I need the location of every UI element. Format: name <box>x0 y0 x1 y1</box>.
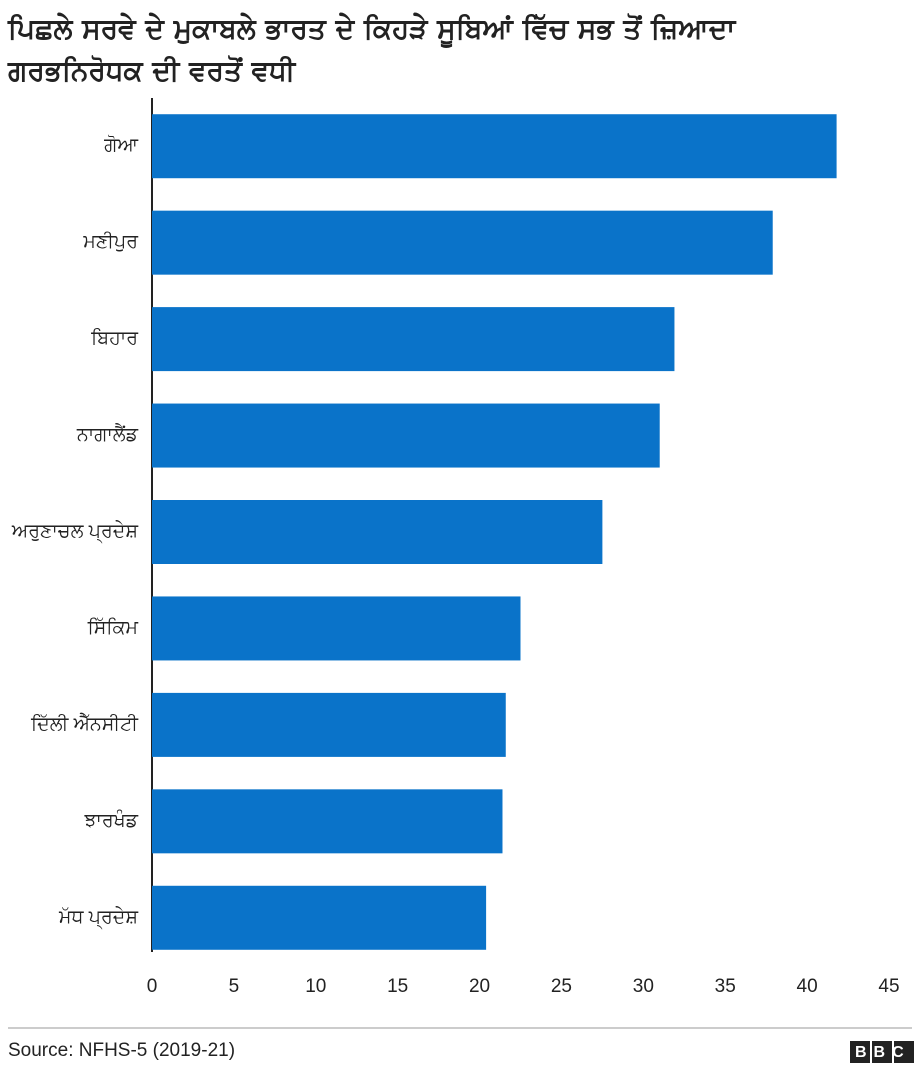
source: Source: NFHS-5 (2019-21) <box>8 1040 235 1061</box>
x-tick-label: 40 <box>797 976 818 997</box>
x-tick-label: 25 <box>551 976 572 997</box>
logo-box <box>872 1041 892 1063</box>
x-tick-label: 45 <box>878 976 899 997</box>
chart-title: ਪਿਛਲੇ ਸਰਵੇ ਦੇ ਮੁਕਾਬਲੇ ਭਾਰਤ ਦੇ ਕਿਹੜੇ ਸੂਬਿ… <box>8 12 736 87</box>
x-tick-label: 10 <box>305 976 326 997</box>
logo-box <box>894 1041 914 1063</box>
x-tick-label: 0 <box>147 976 158 997</box>
x-tick-label: 30 <box>633 976 654 997</box>
bar <box>152 596 521 661</box>
y-tick-label: ਮਣੀਪੁਰ <box>82 231 139 253</box>
x-tick-label: 35 <box>715 976 736 997</box>
bar <box>152 500 603 564</box>
x-tick-label: 5 <box>229 976 240 997</box>
bar <box>152 789 503 854</box>
bar <box>152 210 773 275</box>
y-tick-label: ਗੋਆ <box>103 134 138 156</box>
y-tick-label: ਅਰੁਣਾਚਲ ਪ੍ਰਦੇਸ਼ <box>11 520 138 544</box>
y-tick-label: ਝਾਰਖੰਡ <box>83 809 138 831</box>
bar <box>152 885 487 950</box>
logo-box <box>850 1041 870 1063</box>
y-tick-label: ਮੱਧ ਪ੍ਰਦੇਸ਼ <box>58 906 138 930</box>
x-tick-label: 20 <box>469 976 490 997</box>
y-tick-label: ਸਿੱਕਿਮ <box>87 616 139 638</box>
bar <box>152 114 837 179</box>
bar <box>152 403 660 468</box>
y-tick-label: ਬਿਹਾਰ <box>90 327 139 349</box>
y-tick-label: ਨਾਗਾਲੈਂਡ <box>76 423 139 446</box>
bar <box>152 692 506 757</box>
logo: BBC <box>855 1044 911 1061</box>
x-tick-label: 15 <box>387 976 408 997</box>
bar <box>152 307 675 372</box>
y-tick-label: ਦਿੱਲੀ ਐੱਨਸੀਟੀ <box>30 712 139 735</box>
